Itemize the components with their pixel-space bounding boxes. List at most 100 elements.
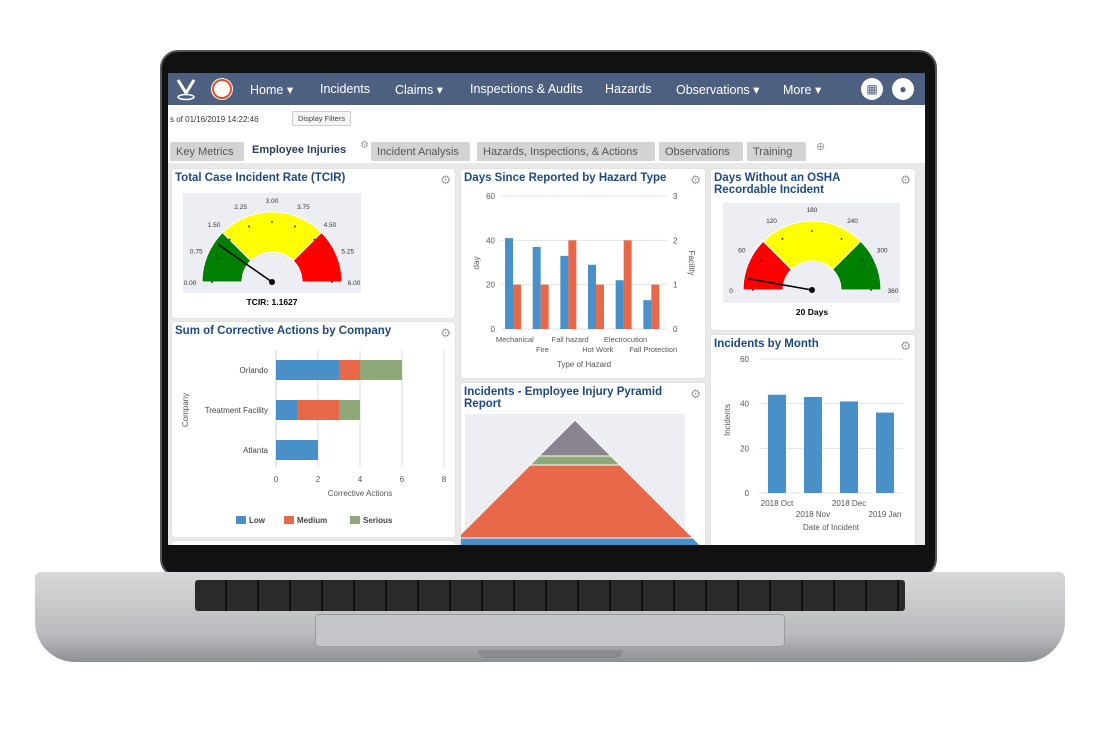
- panel-hazard-days: Days Since Reported by Hazard Type ⚙ 0 20 4…: [461, 169, 705, 378]
- gauge-band: [831, 240, 882, 291]
- avatar-icon[interactable]: ●: [892, 78, 914, 100]
- display-filters-button[interactable]: Display Filters: [292, 111, 352, 126]
- gauge-tick: [331, 281, 333, 283]
- x-tick-label: 8: [442, 475, 447, 484]
- nav-hazards[interactable]: Hazards: [605, 82, 652, 96]
- x-tick-label: 2018 Oct: [761, 499, 794, 508]
- gauge-tick-label: 3.75: [297, 204, 310, 211]
- tab-hazards-inspections-actions[interactable]: Hazards, Inspections, & Actions: [477, 142, 655, 161]
- gauge-value-label: TCIR: 1.1627: [246, 297, 297, 307]
- gauge-tick-label: 240: [847, 218, 858, 225]
- x-tick-label: Electrocution: [604, 335, 647, 344]
- panel-title: Incidents by Month: [714, 338, 819, 350]
- gauge-tick: [313, 238, 316, 241]
- laptop-keyboard: [195, 580, 905, 611]
- corrective-actions-chart: 0 2 4 6 8 Orlando Treatment Facility Atlanta Cor…: [181, 350, 447, 525]
- y-tick-label: 20: [486, 281, 495, 290]
- pyramid-chart: [461, 414, 701, 545]
- panel-incidents-month: Incidents by Month ⚙ 0 20 40 60 2018 Oct 2018 …: [711, 335, 915, 545]
- pyramid-layer: [461, 537, 701, 545]
- gauge-tick: [215, 258, 218, 260]
- y-tick-label: 60: [740, 355, 749, 364]
- bar-medium: [339, 360, 360, 380]
- bar-medium: [297, 400, 339, 420]
- bar-serious: [360, 360, 402, 380]
- nav-incidents[interactable]: Incidents: [320, 82, 371, 96]
- y-tick-label: 0: [745, 489, 750, 498]
- bar-facility: [513, 284, 521, 329]
- gauge-tick: [248, 225, 250, 228]
- x-tick-label: 2018 Dec: [832, 499, 866, 508]
- add-tab-icon[interactable]: ⊕: [816, 141, 826, 153]
- y-tick-label: 40: [486, 236, 495, 245]
- y2-tick-label: 0: [673, 325, 678, 334]
- x-tick-label: Fall hazard: [552, 335, 589, 344]
- gauge-tick: [752, 289, 754, 291]
- nav-inspections-audits[interactable]: Inspections & Audits: [470, 82, 583, 96]
- gauge-tick-label: 5.25: [341, 249, 354, 256]
- nav-home[interactable]: Home ▾: [250, 83, 294, 97]
- panel-pyramid: Incidents - Employee Injury Pyramid Repo…: [461, 383, 705, 545]
- x-tick-label: Fire: [536, 345, 549, 354]
- gauge-needle: [217, 243, 273, 283]
- x-tick-label: Fall Protection: [629, 345, 677, 354]
- gear-icon[interactable]: ⚙: [690, 173, 701, 187]
- tab-employee-injuries[interactable]: Employee Injuries: [248, 140, 360, 163]
- laptop-trackpad: [315, 614, 785, 647]
- x-tick-label: 4: [358, 475, 363, 484]
- legend-label: Low: [249, 516, 266, 525]
- screen: Home ▾ Incidents Claims ▾ Inspections & …: [168, 73, 925, 545]
- y-tick-label: Orlando: [240, 366, 269, 375]
- gear-icon[interactable]: ⚙: [690, 387, 701, 401]
- bar-day: [643, 300, 652, 329]
- laptop-notch: [478, 650, 623, 658]
- bar-day: [532, 246, 541, 329]
- gauge-tick-label: 360: [888, 288, 899, 295]
- y-axis-label: day: [472, 257, 481, 270]
- panel-partial: [172, 541, 455, 545]
- legend-label: Medium: [297, 516, 327, 525]
- logo-icon: [176, 78, 233, 101]
- y-tick-label: 60: [486, 192, 495, 201]
- bar-incidents: [768, 394, 786, 493]
- gear-icon[interactable]: ⚙: [440, 173, 451, 187]
- tab-settings-gear-icon[interactable]: ⚙: [360, 140, 369, 151]
- panel-title: Sum of Corrective Actions by Company: [175, 325, 392, 337]
- nav-observations[interactable]: Observations ▾: [676, 83, 760, 97]
- gauge-tick: [228, 238, 231, 241]
- gauge-band: [762, 220, 862, 271]
- tab-key-metrics[interactable]: Key Metrics: [170, 142, 244, 161]
- gear-icon[interactable]: ⚙: [440, 326, 451, 340]
- gauge-tick-label: 0: [729, 288, 733, 295]
- bar-low: [276, 400, 297, 420]
- gauge-tick-label: 3.00: [266, 198, 279, 205]
- gear-icon[interactable]: ⚙: [900, 339, 911, 353]
- gauge-tick-label: 120: [766, 218, 777, 225]
- gauge-tick-label: 4.50: [324, 222, 337, 229]
- tab-training[interactable]: Training: [747, 142, 806, 161]
- gauge-tick-label: 300: [877, 248, 888, 255]
- x-tick-label: 6: [400, 475, 405, 484]
- gauge-tick-label: 0.00: [184, 280, 197, 287]
- gauge-tick-label: 2.25: [234, 204, 247, 211]
- nav-more[interactable]: More ▾: [783, 83, 822, 97]
- x-axis-label: Type of Hazard: [557, 360, 611, 369]
- bar-facility: [568, 240, 577, 329]
- bar-day: [560, 255, 569, 329]
- tab-incident-analysis[interactable]: Incident Analysis: [371, 142, 470, 161]
- grid-icon[interactable]: ▦: [861, 78, 883, 100]
- gear-icon[interactable]: ⚙: [900, 173, 911, 187]
- panel-title: Incidents - Employee Injury Pyramid Repo…: [464, 386, 663, 410]
- bar-serious: [339, 400, 360, 420]
- bar-low: [276, 440, 318, 460]
- nav-claims[interactable]: Claims ▾: [395, 83, 443, 97]
- gauge-tick: [781, 238, 784, 240]
- gauge-tick: [294, 225, 296, 228]
- tab-observations[interactable]: Observations: [659, 142, 743, 161]
- osha-gauge: 0 60 120 180 240 300 360 20 Days: [723, 203, 900, 317]
- toolbar: s of 01/16/2019 14:22:46 Display Filters…: [168, 105, 925, 163]
- gauge-needle-hub: [269, 279, 275, 285]
- y-tick-label: Treatment Facility: [205, 406, 268, 415]
- bar-incidents: [804, 396, 822, 493]
